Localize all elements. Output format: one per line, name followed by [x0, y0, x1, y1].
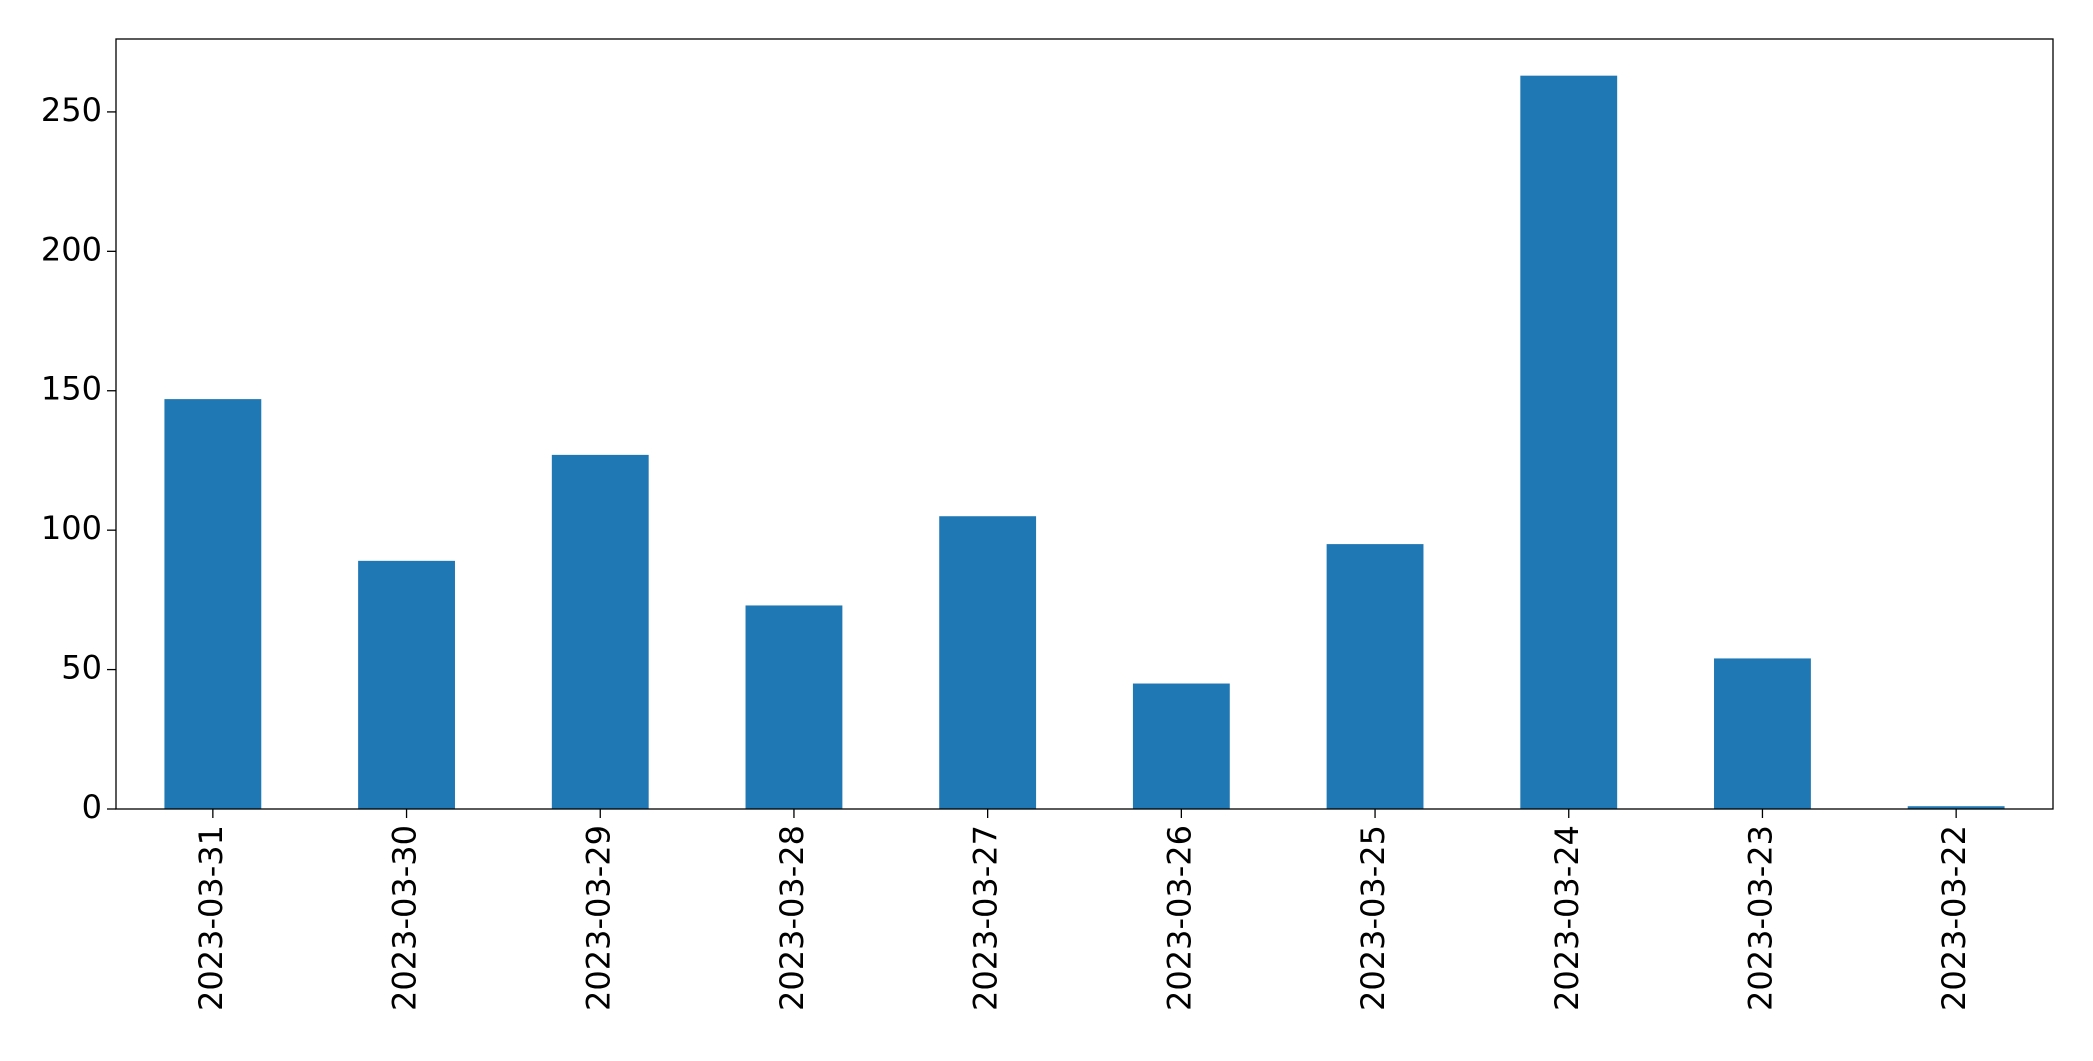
x-tick-label: 2023-03-23 [1741, 825, 1779, 1011]
plot-frame [115, 38, 2054, 810]
y-tick-label: 250 [41, 91, 102, 129]
x-tick-label: 2023-03-29 [579, 825, 617, 1011]
x-tick-label: 2023-03-25 [1354, 825, 1392, 1011]
y-tick-label: 0 [82, 788, 102, 826]
x-tick-label: 2023-03-22 [1935, 825, 1973, 1011]
y-tick-label: 50 [61, 649, 102, 687]
bar [1132, 683, 1230, 809]
bar [551, 454, 649, 809]
x-tick-label: 2023-03-27 [967, 825, 1005, 1011]
bar [745, 605, 843, 809]
y-tick-label: 100 [41, 509, 102, 547]
bar [1714, 658, 1811, 809]
bar [1907, 806, 2005, 809]
x-tick-label: 2023-03-24 [1548, 825, 1586, 1011]
bar [1520, 75, 1618, 809]
y-tick-label: 200 [41, 230, 102, 268]
bar [939, 516, 1037, 809]
bar [1326, 544, 1424, 809]
x-tick-label: 2023-03-26 [1160, 825, 1198, 1011]
x-tick-label: 2023-03-30 [386, 825, 424, 1011]
x-tick-label: 2023-03-28 [773, 825, 811, 1011]
x-tick-label: 2023-03-31 [192, 825, 230, 1011]
bar [164, 399, 262, 809]
y-tick-label: 150 [41, 370, 102, 408]
bar [358, 560, 455, 809]
